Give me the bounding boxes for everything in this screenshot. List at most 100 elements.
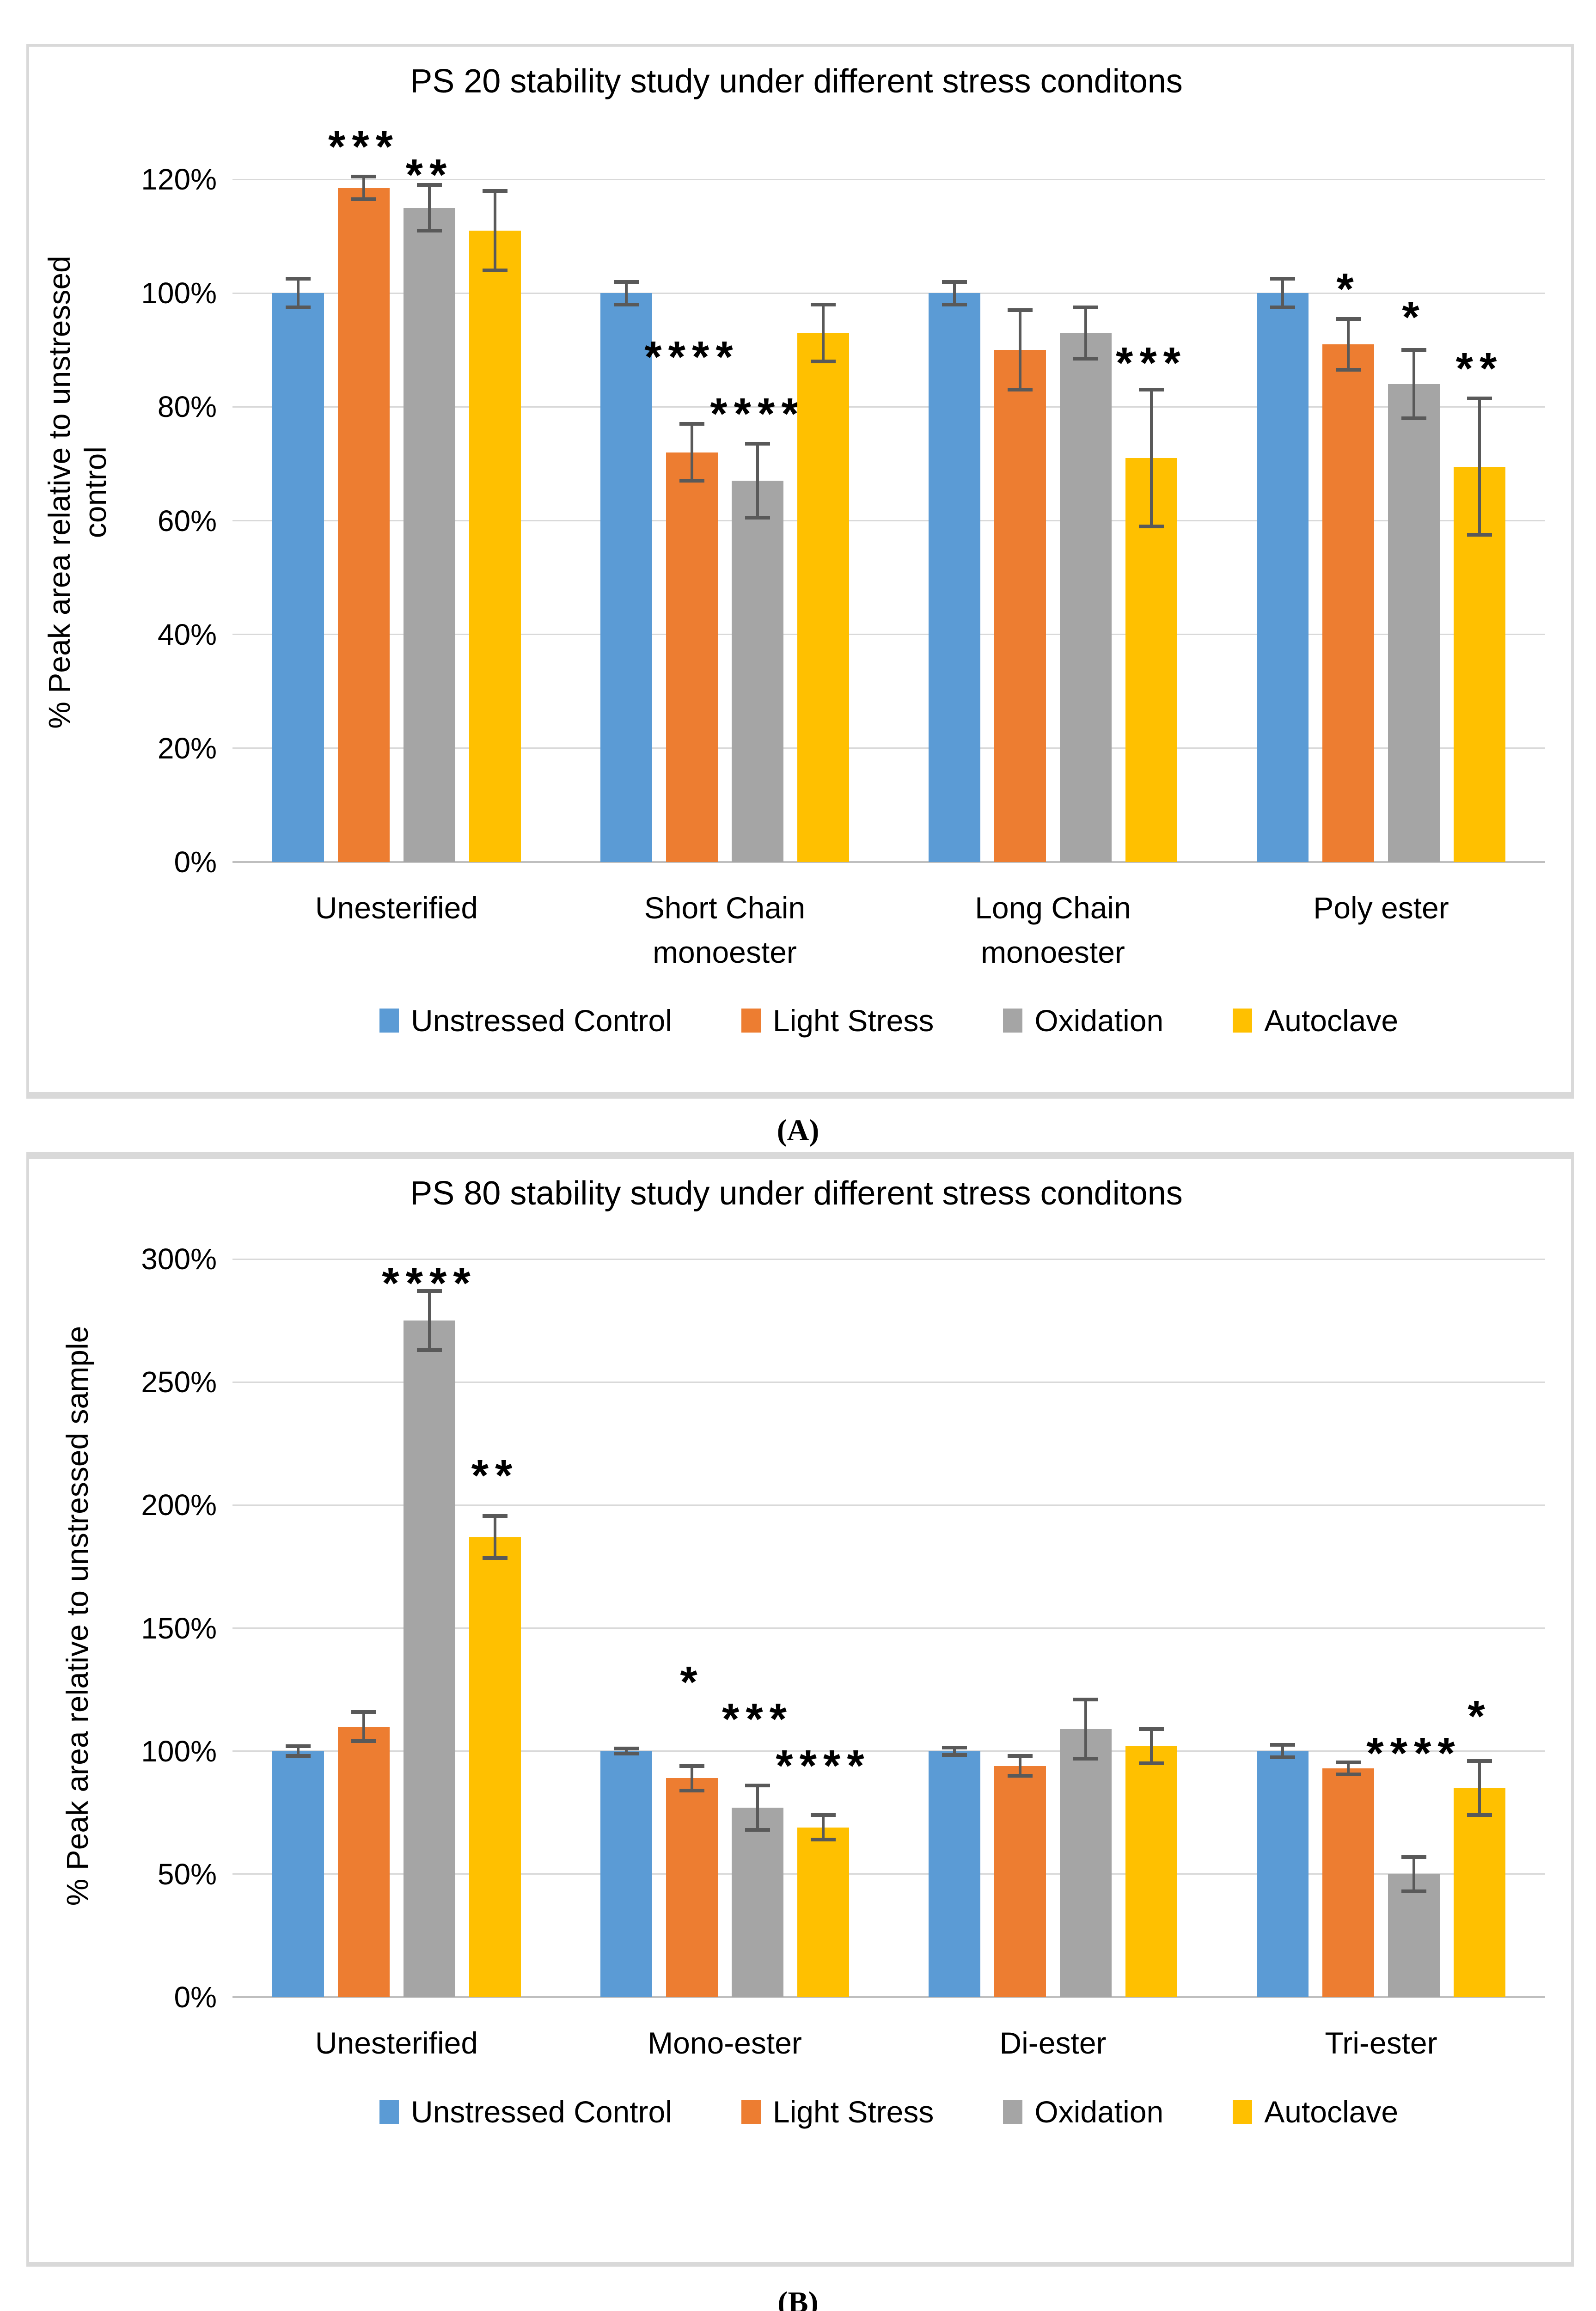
error-cap-top xyxy=(679,422,704,426)
bar xyxy=(469,230,521,862)
error-cap-bottom xyxy=(1139,524,1164,528)
y-tick-label: 50% xyxy=(157,1857,217,1891)
legend-item: Oxidation xyxy=(1003,2094,1163,2129)
y-axis-label: % Peak area relative to unstressed sampl… xyxy=(38,1235,117,1997)
error-cap-bottom xyxy=(286,306,311,309)
y-tick-label: 0% xyxy=(174,845,217,879)
y-tick-label: 120% xyxy=(141,163,217,196)
category-label: Di-ester xyxy=(999,2026,1107,2060)
y-axis-label-text: % Peak area relative to unstressed sampl… xyxy=(60,1326,95,1906)
legend-swatch xyxy=(1003,1009,1023,1033)
error-bar xyxy=(1019,310,1021,390)
error-bar xyxy=(1347,1762,1350,1775)
legend-item: Unstressed Control xyxy=(379,2094,672,2129)
gridline xyxy=(232,747,1545,749)
error-cap-top xyxy=(1073,1697,1098,1701)
legend-swatch xyxy=(1233,2099,1253,2124)
error-cap-bottom xyxy=(1073,1756,1098,1761)
error-bar xyxy=(691,1766,693,1791)
y-tick-label: 100% xyxy=(141,1734,217,1768)
legend-item: Unstressed Control xyxy=(379,1003,672,1038)
bar xyxy=(1060,1729,1112,1997)
bar-slot xyxy=(929,122,980,862)
error-bar xyxy=(1150,1729,1153,1764)
bar-slot xyxy=(994,122,1046,862)
error-cap-bottom xyxy=(942,1753,967,1757)
error-cap-top xyxy=(1139,1727,1164,1731)
bar-slot xyxy=(1257,122,1309,862)
y-axis-label: % Peak area relative to unstressed contr… xyxy=(38,122,117,862)
error-bar xyxy=(428,185,431,231)
panel-caption-a: (A) xyxy=(777,1113,819,1147)
significance-marker: **** xyxy=(382,1259,477,1308)
y-tick-label: 20% xyxy=(157,731,217,765)
significance-marker: ** xyxy=(1455,343,1504,393)
significance-marker: * xyxy=(1402,293,1426,342)
legend-label: Oxidation xyxy=(1034,2094,1164,2129)
error-cap-bottom xyxy=(1008,1773,1033,1778)
panel-a: PS 20 stability study under different st… xyxy=(26,44,1574,1099)
panel-b: PS 80 stability study under different st… xyxy=(26,1152,1574,2267)
gridline xyxy=(232,1627,1545,1629)
error-cap-top xyxy=(351,1710,376,1714)
y-tick-label: 300% xyxy=(141,1242,217,1276)
error-cap-bottom xyxy=(679,479,704,483)
bar xyxy=(1257,293,1309,862)
bar-slot xyxy=(929,1235,980,1997)
error-cap-top xyxy=(1270,1743,1295,1747)
bar xyxy=(994,350,1046,862)
error-cap-bottom xyxy=(614,302,639,306)
legend-label: Unstressed Control xyxy=(410,1003,672,1038)
x-axis-line xyxy=(232,1996,1545,1998)
error-bar xyxy=(1347,318,1350,370)
bar-slot: *** xyxy=(722,1235,787,1997)
category-label: Unesterified xyxy=(315,2026,478,2060)
bar xyxy=(797,1827,849,1997)
category-label: Long Chain monoester xyxy=(975,891,1131,969)
bar-group: * * ** xyxy=(1217,122,1545,862)
error-bar xyxy=(362,176,365,200)
error-cap-bottom xyxy=(745,1828,770,1832)
bar-slot xyxy=(1257,1235,1309,1997)
bar-slot: * xyxy=(1454,1235,1505,1997)
error-cap-top xyxy=(614,1747,639,1751)
error-bar xyxy=(1478,1761,1481,1816)
error-bar xyxy=(1281,1745,1284,1758)
bar-slot: **** xyxy=(710,122,799,862)
legend-label: Autoclave xyxy=(1264,2094,1399,2129)
error-cap-bottom xyxy=(483,269,508,272)
error-bar xyxy=(494,190,496,270)
significance-marker: *** xyxy=(722,1694,794,1744)
error-cap-bottom xyxy=(1467,533,1492,537)
error-bar xyxy=(494,1516,496,1558)
error-bar xyxy=(1413,1857,1415,1892)
bar xyxy=(666,452,718,862)
bar-slot: *** xyxy=(1116,122,1180,862)
error-cap-bottom xyxy=(351,1739,376,1743)
error-cap-top xyxy=(1139,388,1164,392)
significance-marker: ** xyxy=(405,150,453,200)
bar-group xyxy=(889,1235,1217,1997)
error-bar xyxy=(1019,1756,1021,1776)
bar xyxy=(666,1778,718,1997)
gridline xyxy=(232,292,1545,294)
error-bar xyxy=(1084,1699,1087,1759)
category-axis: Unesterified Mono-ester Di-ester Tri-ester xyxy=(232,2021,1545,2066)
error-cap-bottom xyxy=(286,1754,311,1758)
error-bar xyxy=(297,279,300,307)
category-label: Mono-ester xyxy=(648,2026,802,2060)
bar xyxy=(929,1751,980,1997)
bar-slot: **** xyxy=(644,122,733,862)
bar-slot: **** xyxy=(776,1235,864,1997)
error-cap-bottom xyxy=(1073,356,1098,361)
error-cap-bottom xyxy=(417,1348,442,1352)
bar-slot xyxy=(338,1235,390,1997)
error-cap-bottom xyxy=(942,302,967,306)
panel-caption-b: (B) xyxy=(777,2286,819,2311)
error-cap-top xyxy=(1467,1759,1492,1763)
bar-slot xyxy=(1322,1235,1374,1997)
bar-group: ******** xyxy=(561,122,889,862)
error-bar xyxy=(297,1746,300,1756)
error-bar xyxy=(953,1747,956,1755)
